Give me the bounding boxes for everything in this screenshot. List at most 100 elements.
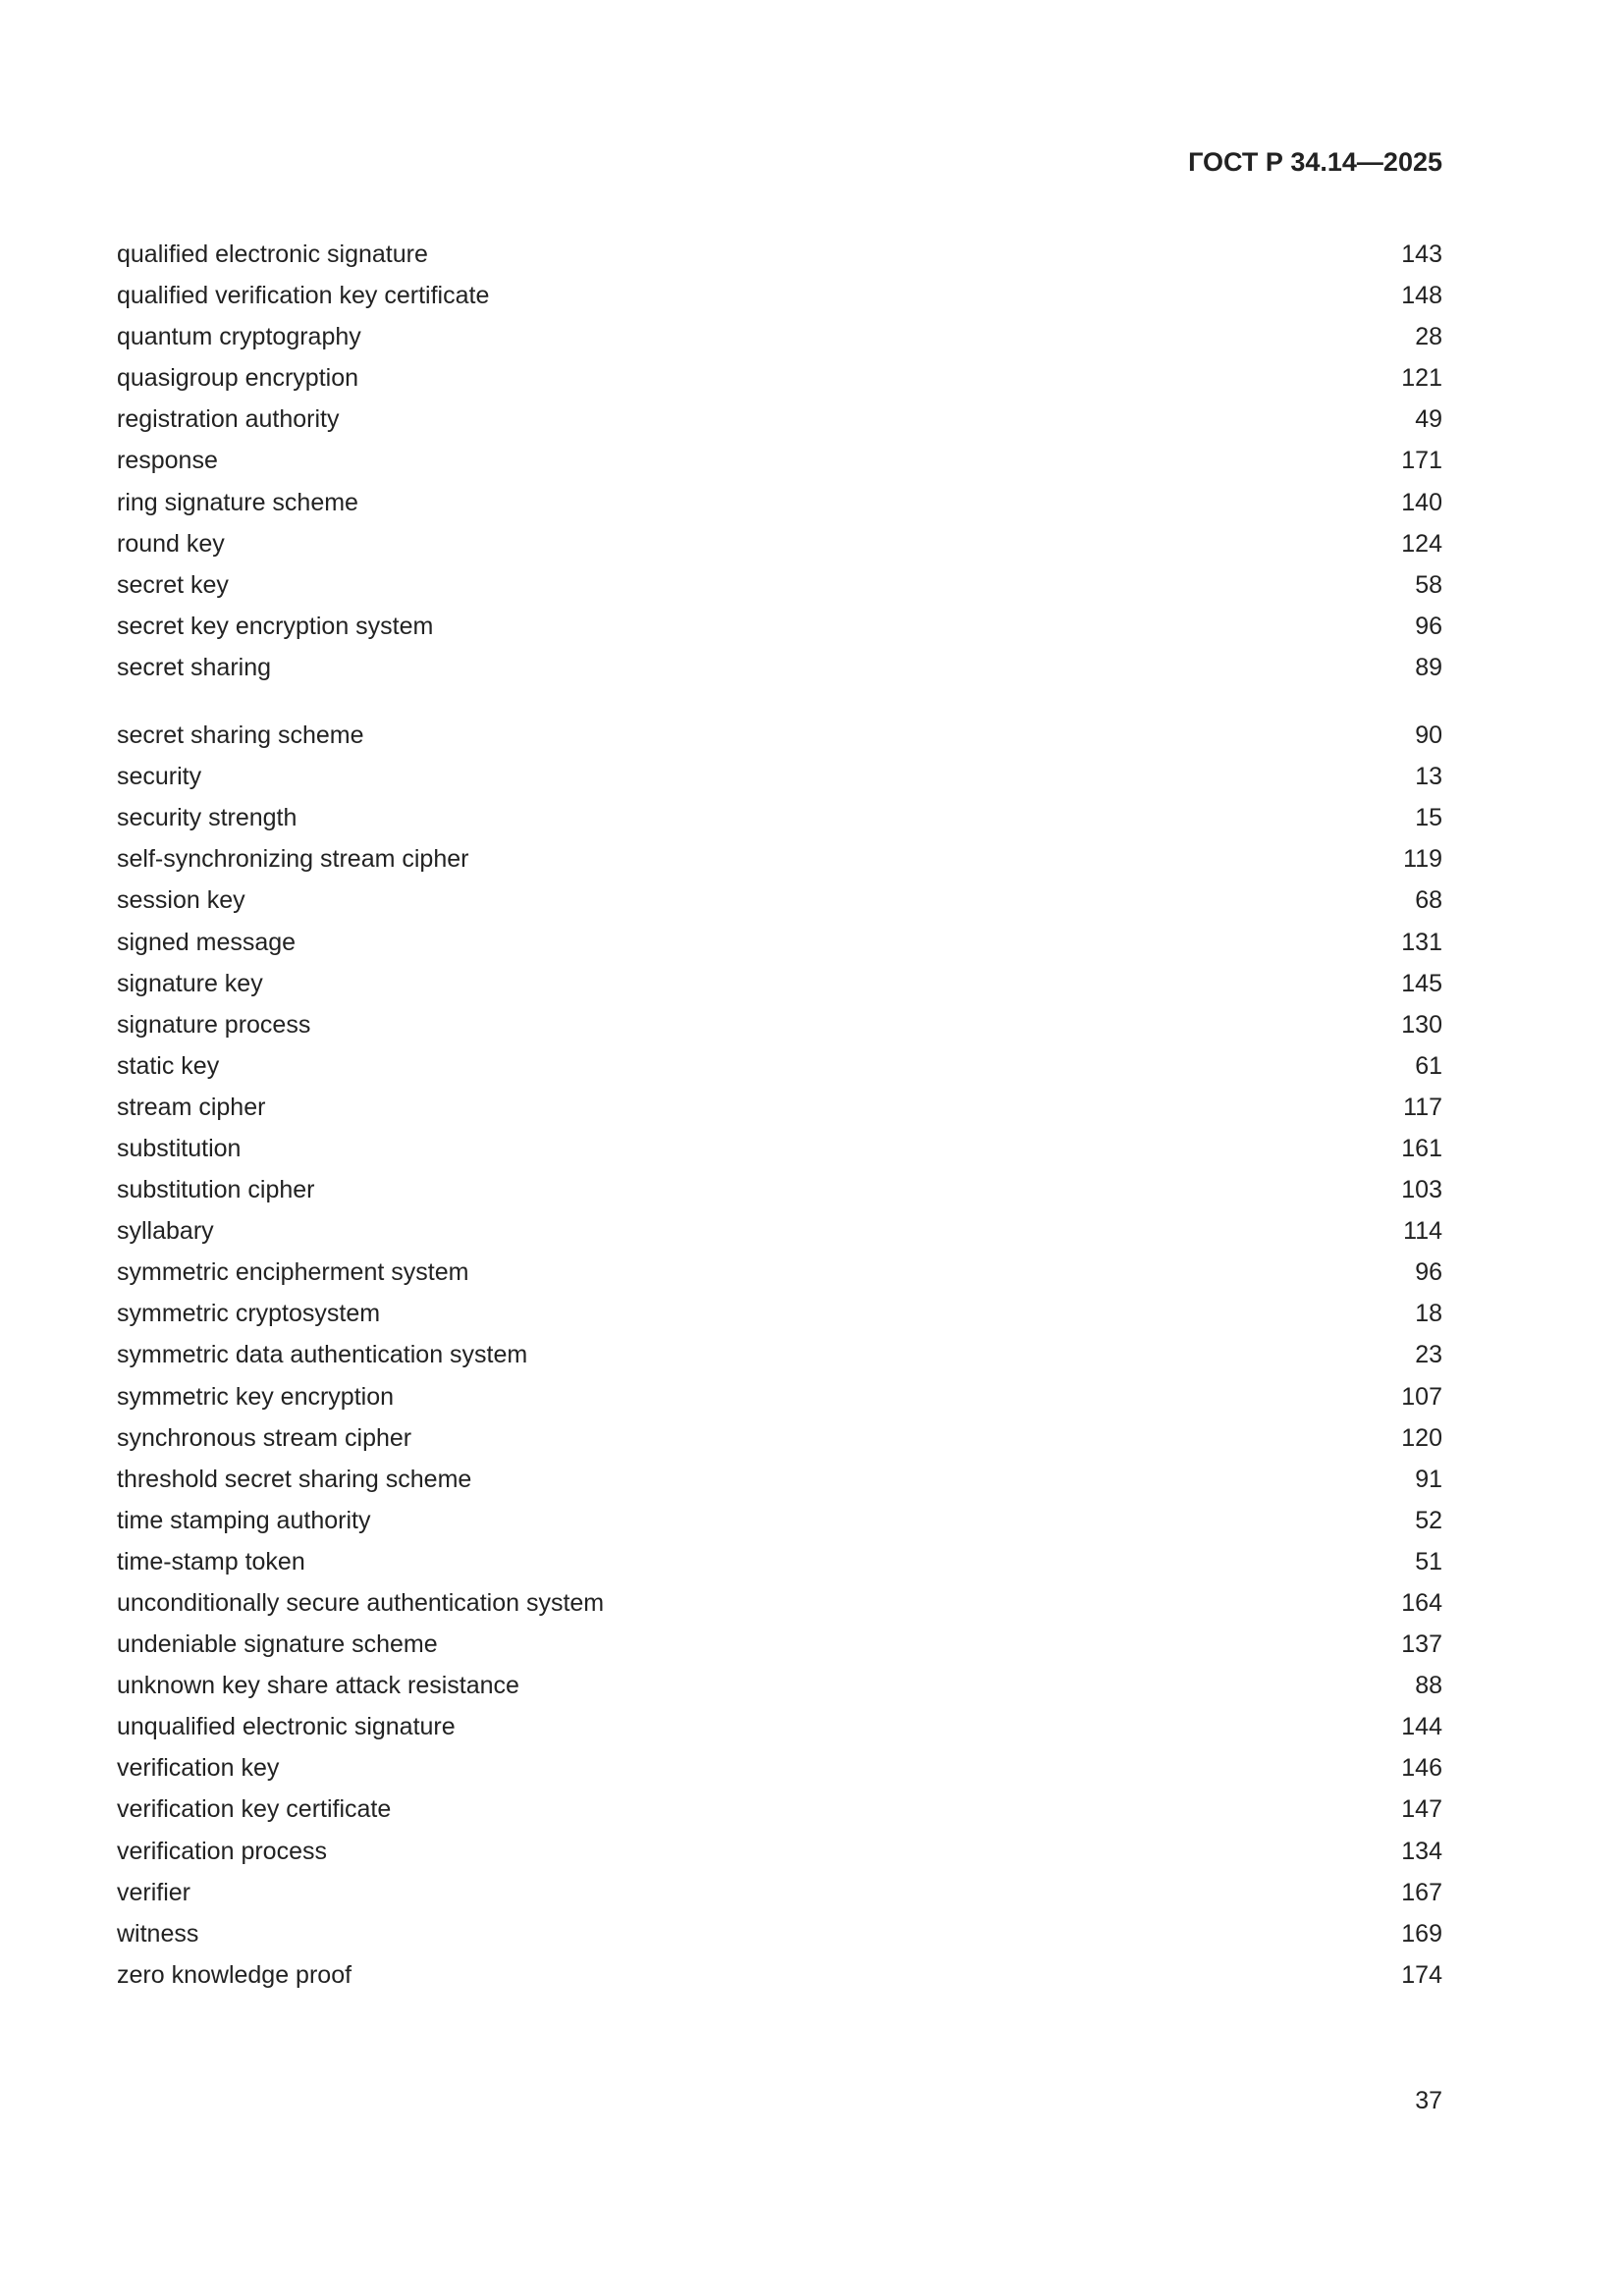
index-page-ref: 88 (1415, 1672, 1442, 1700)
index-entry: time stamping authority 52 (117, 1500, 1442, 1541)
index-entry: signature key 145 (117, 963, 1442, 1004)
index-entry: verification key 146 (117, 1747, 1442, 1789)
index-entry: time-stamp token 51 (117, 1541, 1442, 1582)
index-entry: undeniable signature scheme 137 (117, 1624, 1442, 1665)
index-entry: signature process 130 (117, 1004, 1442, 1045)
index-term: response (117, 447, 218, 475)
index-term: security (117, 763, 202, 791)
index-term: signature process (117, 1010, 311, 1039)
index-entry: threshold secret sharing scheme 91 (117, 1459, 1442, 1500)
index-term: threshold secret sharing scheme (117, 1465, 472, 1493)
index-page-ref: 140 (1401, 488, 1442, 516)
index-term: symmetric cryptosystem (117, 1300, 381, 1328)
index-entry: zero knowledge proof 174 (117, 1954, 1442, 1996)
index-entry: verification key certificate 147 (117, 1789, 1442, 1830)
index-entry: signed message 131 (117, 922, 1442, 963)
index-page-ref: 144 (1401, 1713, 1442, 1741)
index-entry: quantum cryptography 28 (117, 316, 1442, 357)
index-entry: symmetric cryptosystem 18 (117, 1293, 1442, 1334)
index-term: signed message (117, 928, 297, 956)
index-page-ref: 164 (1401, 1589, 1442, 1617)
index-entry: quasigroup encryption 121 (117, 357, 1442, 399)
index-entry: symmetric key encryption 107 (117, 1376, 1442, 1417)
index-entry: syllabary 114 (117, 1210, 1442, 1252)
index-term: time-stamp token (117, 1547, 305, 1575)
index-page-ref: 134 (1401, 1837, 1442, 1865)
index-term: self-synchronizing stream cipher (117, 845, 469, 874)
index-group: secret sharing scheme 90 security 13 securit… (117, 715, 1442, 1996)
index-entry: secret sharing 89 (117, 647, 1442, 688)
index-page-ref: 161 (1401, 1134, 1442, 1162)
index-term: round key (117, 529, 225, 558)
index-page-ref: 58 (1415, 570, 1442, 599)
index-entry: verifier 167 (117, 1872, 1442, 1913)
index-entry: secret sharing scheme 90 (117, 715, 1442, 756)
index-page-ref: 120 (1401, 1423, 1442, 1452)
index-entry: ring signature scheme 140 (117, 482, 1442, 523)
index-page-ref: 145 (1401, 969, 1442, 997)
index-entry: qualified verification key certificate 14… (117, 275, 1442, 316)
index-term: syllabary (117, 1217, 214, 1246)
index-page-ref: 61 (1415, 1051, 1442, 1080)
index-page-ref: 51 (1415, 1547, 1442, 1575)
index-page-ref: 103 (1401, 1176, 1442, 1204)
index-term: verification key certificate (117, 1795, 392, 1824)
index-entry: registration authority 49 (117, 399, 1442, 440)
index-page-ref: 137 (1401, 1630, 1442, 1659)
index-entry: qualified electronic signature 143 (117, 234, 1442, 275)
index-group: qualified electronic signature 143 qualifi… (117, 234, 1442, 688)
index-page-ref: 49 (1415, 405, 1442, 434)
index-entry: verification process 134 (117, 1831, 1442, 1872)
index-term: secret sharing (117, 653, 272, 681)
index-entry: secret key 58 (117, 564, 1442, 606)
index-term: witness (117, 1919, 199, 1948)
index-entry: static key 61 (117, 1045, 1442, 1087)
index-term: substitution (117, 1134, 242, 1162)
index-entry: symmetric encipherment system 96 (117, 1252, 1442, 1293)
index-term: security strength (117, 804, 298, 832)
index-page-ref: 28 (1415, 323, 1442, 351)
index-term: verifier (117, 1878, 191, 1906)
index-term: secret sharing scheme (117, 721, 364, 750)
index-page-ref: 131 (1401, 928, 1442, 956)
index-term: undeniable signature scheme (117, 1630, 438, 1659)
term-index: qualified electronic signature 143 qualifi… (117, 234, 1442, 1996)
index-term: secret key encryption system (117, 612, 434, 640)
index-entry: self-synchronizing stream cipher 119 (117, 838, 1442, 880)
index-term: secret key (117, 570, 229, 599)
index-entry: round key 124 (117, 523, 1442, 564)
index-page-ref: 167 (1401, 1878, 1442, 1906)
index-term: symmetric encipherment system (117, 1258, 469, 1287)
index-page-ref: 169 (1401, 1919, 1442, 1948)
index-page-ref: 18 (1415, 1300, 1442, 1328)
index-entry: synchronous stream cipher 120 (117, 1417, 1442, 1459)
index-page-ref: 89 (1415, 653, 1442, 681)
index-term: ring signature scheme (117, 488, 358, 516)
index-term: registration authority (117, 405, 340, 434)
index-page-ref: 52 (1415, 1506, 1442, 1534)
index-entry: secret key encryption system 96 (117, 606, 1442, 647)
index-entry: stream cipher 117 (117, 1087, 1442, 1128)
index-entry: substitution 161 (117, 1128, 1442, 1169)
index-page-ref: 23 (1415, 1341, 1442, 1369)
index-term: zero knowledge proof (117, 1960, 352, 1989)
index-term: unqualified electronic signature (117, 1713, 456, 1741)
index-page-ref: 174 (1401, 1960, 1442, 1989)
index-page-ref: 96 (1415, 1258, 1442, 1287)
index-page-ref: 121 (1401, 364, 1442, 393)
index-page-ref: 13 (1415, 763, 1442, 791)
index-page-ref: 146 (1401, 1754, 1442, 1783)
index-page-ref: 130 (1401, 1010, 1442, 1039)
index-page-ref: 148 (1401, 282, 1442, 310)
index-term: static key (117, 1051, 220, 1080)
index-page-ref: 124 (1401, 529, 1442, 558)
index-term: verification key (117, 1754, 280, 1783)
index-page-ref: 107 (1401, 1382, 1442, 1411)
index-term: unknown key share attack resistance (117, 1672, 519, 1700)
index-page-ref: 143 (1401, 240, 1442, 268)
index-entry: session key 68 (117, 880, 1442, 921)
index-term: unconditionally secure authentication sy… (117, 1589, 605, 1617)
index-term: synchronous stream cipher (117, 1423, 412, 1452)
index-page-ref: 114 (1403, 1217, 1442, 1246)
page-number: 37 (1415, 2087, 1442, 2114)
